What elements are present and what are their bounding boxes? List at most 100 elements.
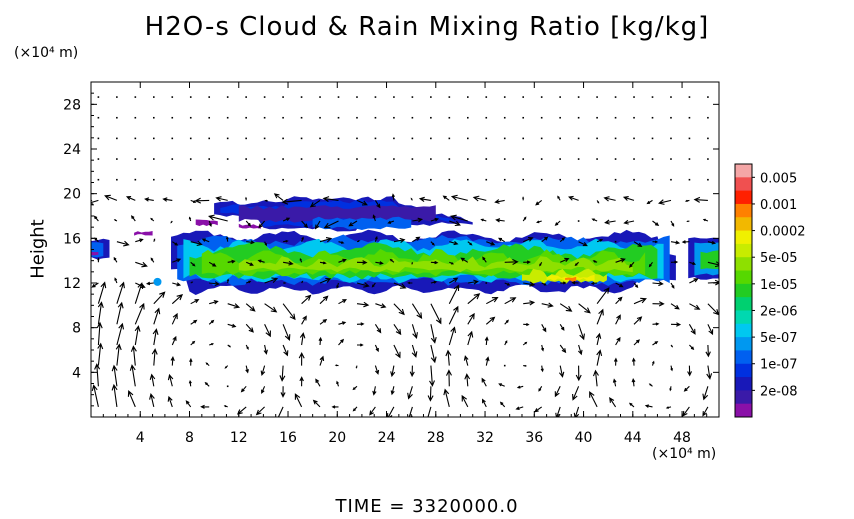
wind-vector: [97, 257, 100, 263]
wind-vector: [263, 178, 266, 181]
wind-vector: [393, 137, 395, 140]
wind-vector: [615, 258, 626, 263]
wind-vector: [612, 378, 617, 387]
wind-vector: [595, 332, 602, 346]
wind-vector: [97, 158, 100, 160]
wind-vector: [596, 200, 600, 204]
wind-vector: [301, 220, 309, 229]
wind-vector: [689, 344, 695, 350]
wind-vector: [390, 386, 395, 396]
wind-vector: [485, 137, 488, 140]
wind-vector: [226, 278, 230, 284]
wind-vector: [480, 218, 487, 222]
wind-vector: [411, 158, 414, 160]
wind-vector: [301, 315, 307, 325]
wind-vector: [393, 96, 395, 98]
colorbar-swatch: [735, 377, 752, 391]
wind-vector: [338, 321, 347, 325]
colorbar-label: 0.001: [760, 198, 797, 213]
wind-vector: [153, 96, 155, 98]
wind-vector: [322, 196, 339, 202]
wind-vector: [535, 199, 543, 206]
y-tick-label: 28: [63, 97, 81, 113]
wind-vector: [707, 261, 719, 268]
wind-vector: [374, 200, 381, 209]
wind-vector: [430, 303, 442, 325]
wind-vector: [411, 96, 414, 98]
wind-vector: [707, 158, 709, 160]
wind-vector: [449, 277, 459, 284]
x-axis-unit: (×10⁴ m): [652, 446, 717, 462]
wind-vector: [430, 344, 437, 364]
wind-vector: [445, 349, 452, 366]
wind-vector: [208, 319, 215, 325]
wind-vector: [633, 241, 643, 248]
wind-vector: [577, 178, 580, 181]
wind-vector: [498, 383, 505, 387]
wind-vector: [240, 385, 247, 393]
wind-vector: [707, 96, 709, 98]
wind-vector: [135, 282, 146, 288]
wind-vector: [96, 321, 103, 346]
wind-vector: [614, 178, 617, 181]
wind-vector: [127, 390, 136, 408]
wind-vector: [319, 96, 321, 98]
wind-vector: [495, 218, 505, 223]
wind-vector: [448, 96, 451, 98]
wind-vector: [559, 344, 567, 354]
wind-vector: [633, 339, 640, 346]
wind-vector: [450, 214, 468, 222]
wind-vector: [97, 96, 100, 98]
colorbar-swatch: [735, 270, 752, 285]
wind-vector: [245, 261, 254, 266]
wind-vector: [374, 96, 377, 98]
wind-vector: [481, 377, 487, 387]
wind-vector: [648, 261, 653, 268]
wind-vector: [407, 281, 413, 285]
wind-vector: [352, 406, 358, 412]
wind-vector: [111, 383, 118, 407]
wind-vector: [209, 300, 219, 305]
wind-vector: [167, 395, 173, 408]
cloud-region: [195, 219, 218, 226]
wind-vector: [282, 116, 284, 119]
wind-vector: [411, 344, 418, 358]
wind-vector: [171, 312, 178, 325]
time-label: TIME = 3320000.0: [335, 496, 519, 517]
wind-vector: [707, 324, 714, 336]
wind-vector: [523, 323, 530, 327]
wind-vector: [614, 116, 617, 119]
wind-vector: [208, 178, 211, 181]
wind-vector: [442, 195, 450, 201]
wind-vector: [209, 342, 215, 346]
wind-vector: [450, 194, 468, 201]
wind-vector: [246, 240, 255, 245]
wind-vector: [208, 220, 212, 228]
wind-vector: [573, 406, 580, 417]
wind-vector: [356, 178, 358, 181]
wind-vector: [116, 178, 118, 181]
x-tick-label: 40: [575, 430, 593, 446]
wind-vector: [319, 158, 321, 160]
wind-vector: [393, 344, 401, 359]
wind-vector: [374, 365, 380, 375]
wind-vector: [559, 257, 570, 263]
wind-vector: [430, 324, 437, 344]
wind-vector: [172, 258, 182, 263]
wind-vector: [338, 258, 347, 263]
colorbar-label: 1e-05: [760, 278, 798, 293]
wind-vector: [683, 385, 690, 392]
y-tick-label: 20: [63, 187, 81, 203]
wind-vector: [448, 305, 459, 325]
colorbar-frame: [734, 163, 753, 418]
wind-vector: [204, 381, 210, 387]
colorbar-label: 2e-06: [760, 304, 798, 319]
wind-vector: [467, 330, 474, 346]
wind-vector: [670, 137, 672, 140]
wind-vector: [134, 116, 137, 119]
wind-vector: [149, 392, 155, 408]
wind-vector: [603, 196, 616, 202]
wind-vector: [461, 394, 469, 408]
wind-vector: [201, 238, 210, 243]
wind-vector: [225, 236, 229, 242]
